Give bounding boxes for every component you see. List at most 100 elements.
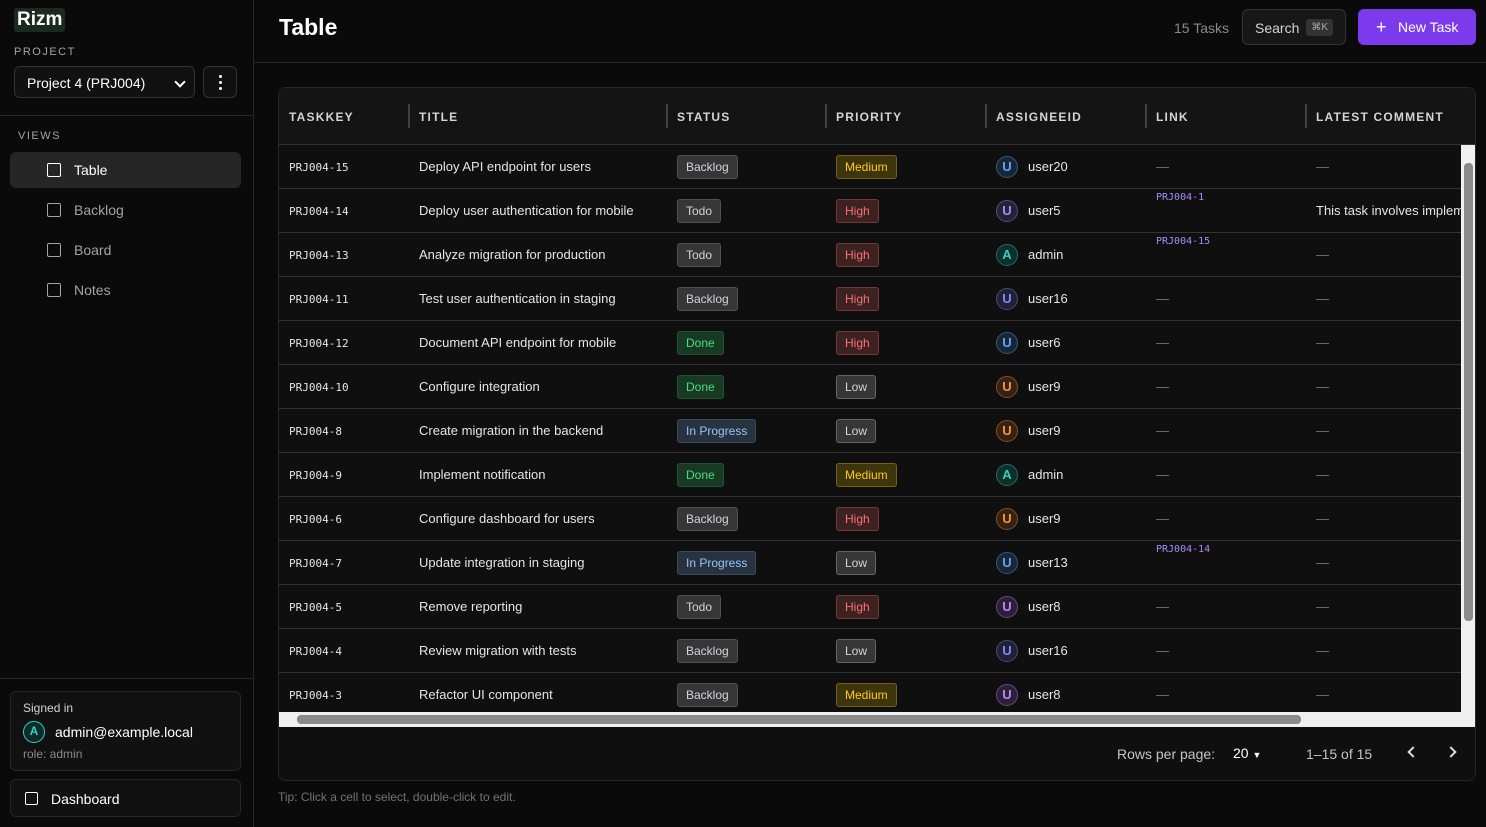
- status-badge[interactable]: Done: [677, 463, 724, 487]
- new-task-button[interactable]: + New Task: [1358, 9, 1476, 45]
- nav-item[interactable]: Notes: [10, 272, 241, 308]
- prev-page[interactable]: [1407, 746, 1419, 758]
- status-badge[interactable]: Backlog: [677, 287, 738, 311]
- assignee[interactable]: user9: [1028, 511, 1061, 526]
- link[interactable]: —: [1156, 423, 1169, 438]
- task-title[interactable]: Analyze migration for production: [419, 247, 606, 262]
- column-header[interactable]: ASSIGNEEID: [996, 110, 1083, 124]
- task-title[interactable]: Implement notification: [419, 467, 546, 482]
- priority-badge[interactable]: High: [836, 595, 879, 619]
- nav-item[interactable]: Table: [10, 152, 241, 188]
- priority-badge[interactable]: Low: [836, 639, 877, 663]
- link[interactable]: PRJ004-14: [1156, 544, 1211, 555]
- latest-comment[interactable]: —: [1316, 335, 1329, 350]
- priority-badge[interactable]: Low: [836, 551, 877, 575]
- assignee[interactable]: admin: [1028, 247, 1064, 262]
- task-title[interactable]: Refactor UI component: [419, 687, 553, 702]
- dashboard-button[interactable]: Dashboard: [10, 779, 241, 817]
- task-title[interactable]: Review migration with tests: [419, 643, 577, 658]
- priority-badge[interactable]: High: [836, 243, 879, 267]
- assignee[interactable]: user6: [1028, 335, 1061, 350]
- assignee[interactable]: user16: [1028, 291, 1068, 306]
- latest-comment[interactable]: —: [1316, 687, 1329, 702]
- link[interactable]: —: [1156, 643, 1169, 658]
- link[interactable]: —: [1156, 335, 1169, 350]
- status-badge[interactable]: Backlog: [677, 507, 738, 531]
- latest-comment[interactable]: —: [1316, 467, 1329, 482]
- latest-comment[interactable]: —: [1316, 511, 1329, 526]
- column-header[interactable]: TASKKEY: [289, 110, 354, 124]
- priority-badge[interactable]: High: [836, 331, 879, 355]
- project-select[interactable]: Project 4 (PRJ004): [14, 66, 195, 98]
- link[interactable]: —: [1156, 687, 1169, 702]
- task-key[interactable]: PRJ004-12: [289, 337, 349, 350]
- priority-badge[interactable]: Medium: [836, 155, 897, 179]
- priority-badge[interactable]: High: [836, 199, 879, 223]
- task-key[interactable]: PRJ004-6: [289, 513, 342, 526]
- search-button[interactable]: Search ⌘K: [1242, 9, 1346, 45]
- task-key[interactable]: PRJ004-9: [289, 469, 342, 482]
- task-key[interactable]: PRJ004-3: [289, 689, 342, 702]
- task-key[interactable]: PRJ004-15: [289, 161, 349, 174]
- latest-comment[interactable]: This task involves implem: [1316, 203, 1461, 218]
- task-title[interactable]: Document API endpoint for mobile: [419, 335, 617, 350]
- latest-comment[interactable]: —: [1316, 159, 1329, 174]
- assignee[interactable]: user20: [1028, 159, 1068, 174]
- assignee[interactable]: user9: [1028, 379, 1061, 394]
- link[interactable]: —: [1156, 159, 1169, 174]
- task-key[interactable]: PRJ004-8: [289, 425, 342, 438]
- latest-comment[interactable]: —: [1316, 555, 1329, 570]
- assignee[interactable]: user13: [1028, 555, 1068, 570]
- status-badge[interactable]: In Progress: [677, 551, 757, 575]
- status-badge[interactable]: Backlog: [677, 155, 738, 179]
- horizontal-scrollbar[interactable]: [279, 712, 1475, 727]
- priority-badge[interactable]: High: [836, 507, 879, 531]
- status-badge[interactable]: Backlog: [677, 683, 738, 707]
- task-title[interactable]: Remove reporting: [419, 599, 523, 614]
- assignee[interactable]: user9: [1028, 423, 1061, 438]
- task-title[interactable]: Configure integration: [419, 379, 540, 394]
- task-key[interactable]: PRJ004-13: [289, 249, 349, 262]
- latest-comment[interactable]: —: [1316, 247, 1329, 262]
- priority-badge[interactable]: Medium: [836, 683, 897, 707]
- rows-per-page-select[interactable]: 20 ▼: [1233, 745, 1262, 761]
- status-badge[interactable]: Todo: [677, 199, 722, 223]
- assignee[interactable]: user5: [1028, 203, 1061, 218]
- task-title[interactable]: Configure dashboard for users: [419, 511, 595, 526]
- task-key[interactable]: PRJ004-14: [289, 205, 349, 218]
- vertical-scrollbar[interactable]: [1461, 145, 1475, 712]
- task-key[interactable]: PRJ004-10: [289, 381, 349, 394]
- latest-comment[interactable]: —: [1316, 643, 1329, 658]
- link[interactable]: —: [1156, 467, 1169, 482]
- status-badge[interactable]: Backlog: [677, 639, 738, 663]
- nav-item[interactable]: Board: [10, 232, 241, 268]
- latest-comment[interactable]: —: [1316, 291, 1329, 306]
- assignee[interactable]: admin: [1028, 467, 1064, 482]
- priority-badge[interactable]: Medium: [836, 463, 897, 487]
- task-key[interactable]: PRJ004-7: [289, 557, 342, 570]
- task-title[interactable]: Deploy API endpoint for users: [419, 159, 591, 174]
- task-title[interactable]: Update integration in staging: [419, 555, 585, 570]
- task-key[interactable]: PRJ004-11: [289, 293, 349, 306]
- task-key[interactable]: PRJ004-4: [289, 645, 342, 658]
- next-page[interactable]: [1445, 746, 1457, 758]
- latest-comment[interactable]: —: [1316, 599, 1329, 614]
- status-badge[interactable]: Done: [677, 331, 724, 355]
- link[interactable]: PRJ004-1: [1156, 192, 1205, 203]
- status-badge[interactable]: Todo: [677, 595, 722, 619]
- assignee[interactable]: user8: [1028, 687, 1061, 702]
- task-title[interactable]: Deploy user authentication for mobile: [419, 203, 634, 218]
- priority-badge[interactable]: Low: [836, 419, 877, 443]
- column-header[interactable]: TITLE: [419, 110, 459, 124]
- column-header[interactable]: PRIORITY: [836, 110, 903, 124]
- task-title[interactable]: Create migration in the backend: [419, 423, 604, 438]
- task-key[interactable]: PRJ004-5: [289, 601, 342, 614]
- latest-comment[interactable]: —: [1316, 423, 1329, 438]
- project-menu[interactable]: [203, 66, 237, 98]
- link[interactable]: —: [1156, 379, 1169, 394]
- priority-badge[interactable]: High: [836, 287, 879, 311]
- assignee[interactable]: user16: [1028, 643, 1068, 658]
- task-title[interactable]: Test user authentication in staging: [419, 291, 616, 306]
- column-header[interactable]: LINK: [1156, 110, 1189, 124]
- column-header[interactable]: STATUS: [677, 110, 731, 124]
